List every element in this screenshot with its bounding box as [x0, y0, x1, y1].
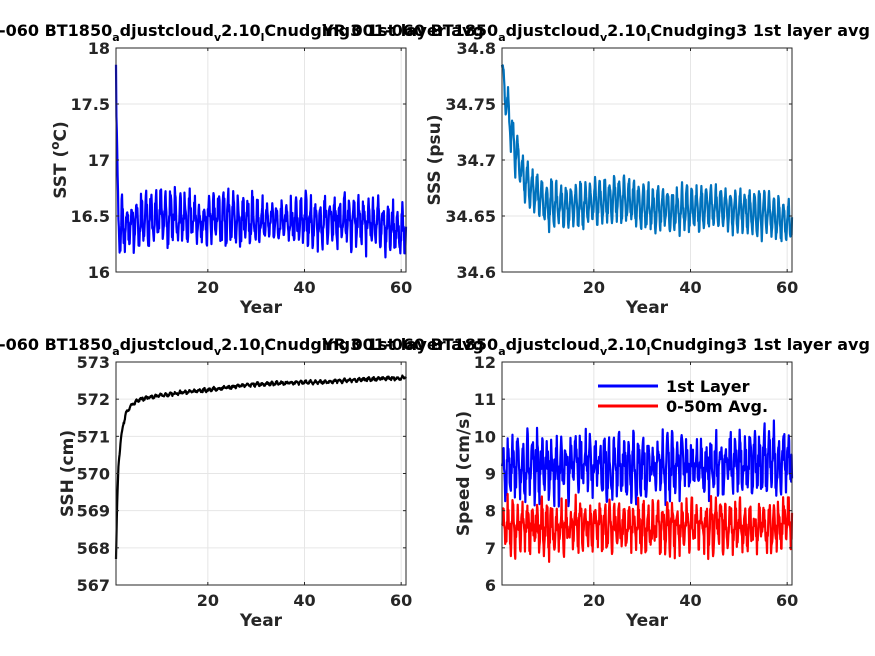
- chart-panel-1: 20 40 60 16 16.5 17 17.5 18 Year SST (oC) YR 001-0…: [0, 21, 484, 318]
- chart-panel-3: 20 40 60 567 568 569 570 571 572 573 Year SSH (cm) Y…: [0, 335, 484, 631]
- chart-title: YR 001-060 BT1850adjustcloudv2.10lCnudgi…: [321, 335, 870, 358]
- legend-label: 1st Layer: [666, 377, 750, 396]
- y-axis-label: SSH (cm): [58, 430, 78, 517]
- series-line-1: [114, 64, 408, 259]
- x-tick-label: 20: [197, 591, 219, 610]
- y-tick-label: 16.5: [71, 207, 110, 226]
- y-tick-label: 569: [77, 502, 110, 521]
- y-tick-label: 9: [485, 465, 496, 484]
- series-line-1: [500, 419, 794, 508]
- y-tick-label: 567: [77, 576, 110, 595]
- y-tick-label: 34.75: [445, 95, 496, 114]
- y-axis-label: Speed (cm/s): [454, 411, 474, 536]
- y-tick-label: 7: [485, 539, 496, 558]
- x-axis-label: Year: [239, 298, 283, 318]
- y-tick-label: 34.7: [457, 151, 496, 170]
- series-line-1: [114, 374, 408, 560]
- x-axis-label: Year: [625, 298, 669, 318]
- y-tick-label: 6: [485, 576, 496, 595]
- chart-title: YR 001-060 BT1850adjustcloudv2.10lCnudgi…: [321, 21, 870, 44]
- y-tick-label: 17.5: [71, 95, 110, 114]
- series-line-2: [501, 492, 794, 563]
- x-tick-label: 20: [583, 591, 605, 610]
- y-tick-label: 573: [77, 353, 110, 372]
- y-tick-label: 8: [485, 502, 496, 521]
- y-tick-label: 17: [88, 151, 110, 170]
- x-tick-label: 60: [390, 278, 412, 297]
- x-tick-label: 40: [293, 591, 315, 610]
- x-tick-label: 20: [197, 278, 219, 297]
- x-tick-label: 20: [583, 278, 605, 297]
- y-axis-label: SSS (psu): [425, 114, 445, 205]
- series-line-1: [500, 64, 794, 243]
- y-axis-label: SST (oC): [48, 121, 71, 199]
- x-axis-label: Year: [239, 611, 283, 631]
- x-axis-label: Year: [625, 611, 669, 631]
- y-tick-label: 571: [77, 427, 110, 446]
- y-tick-label: 34.65: [445, 207, 496, 226]
- y-tick-label: 570: [77, 465, 110, 484]
- y-tick-label: 10: [474, 427, 496, 446]
- chart-panel-4: 20 40 60 6 7 8 9 10 11 12 Year Speed (cm/s) YR 001-0…: [321, 335, 870, 631]
- x-tick-label: 60: [776, 278, 798, 297]
- legend-label: 0-50m Avg.: [666, 397, 768, 416]
- x-tick-label: 40: [679, 591, 701, 610]
- x-tick-label: 60: [776, 591, 798, 610]
- chart-title: YR 001-060 BT1850adjustcloudv2.10lCnudgi…: [0, 335, 484, 358]
- y-tick-label: 34.8: [457, 39, 496, 58]
- chart-title: YR 001-060 BT1850adjustcloudv2.10lCnudgi…: [0, 21, 484, 44]
- y-tick-label: 18: [88, 39, 110, 58]
- chart-panel-2: 20 40 60 34.6 34.65 34.7 34.75 34.8 Year SSS (psu…: [321, 21, 870, 318]
- y-tick-label: 11: [474, 390, 496, 409]
- y-tick-label: 16: [88, 263, 110, 282]
- x-tick-label: 40: [679, 278, 701, 297]
- x-tick-label: 40: [293, 278, 315, 297]
- y-tick-label: 12: [474, 353, 496, 372]
- y-tick-label: 572: [77, 390, 110, 409]
- y-tick-label: 34.6: [457, 263, 496, 282]
- x-tick-label: 60: [390, 591, 412, 610]
- y-tick-label: 568: [77, 539, 110, 558]
